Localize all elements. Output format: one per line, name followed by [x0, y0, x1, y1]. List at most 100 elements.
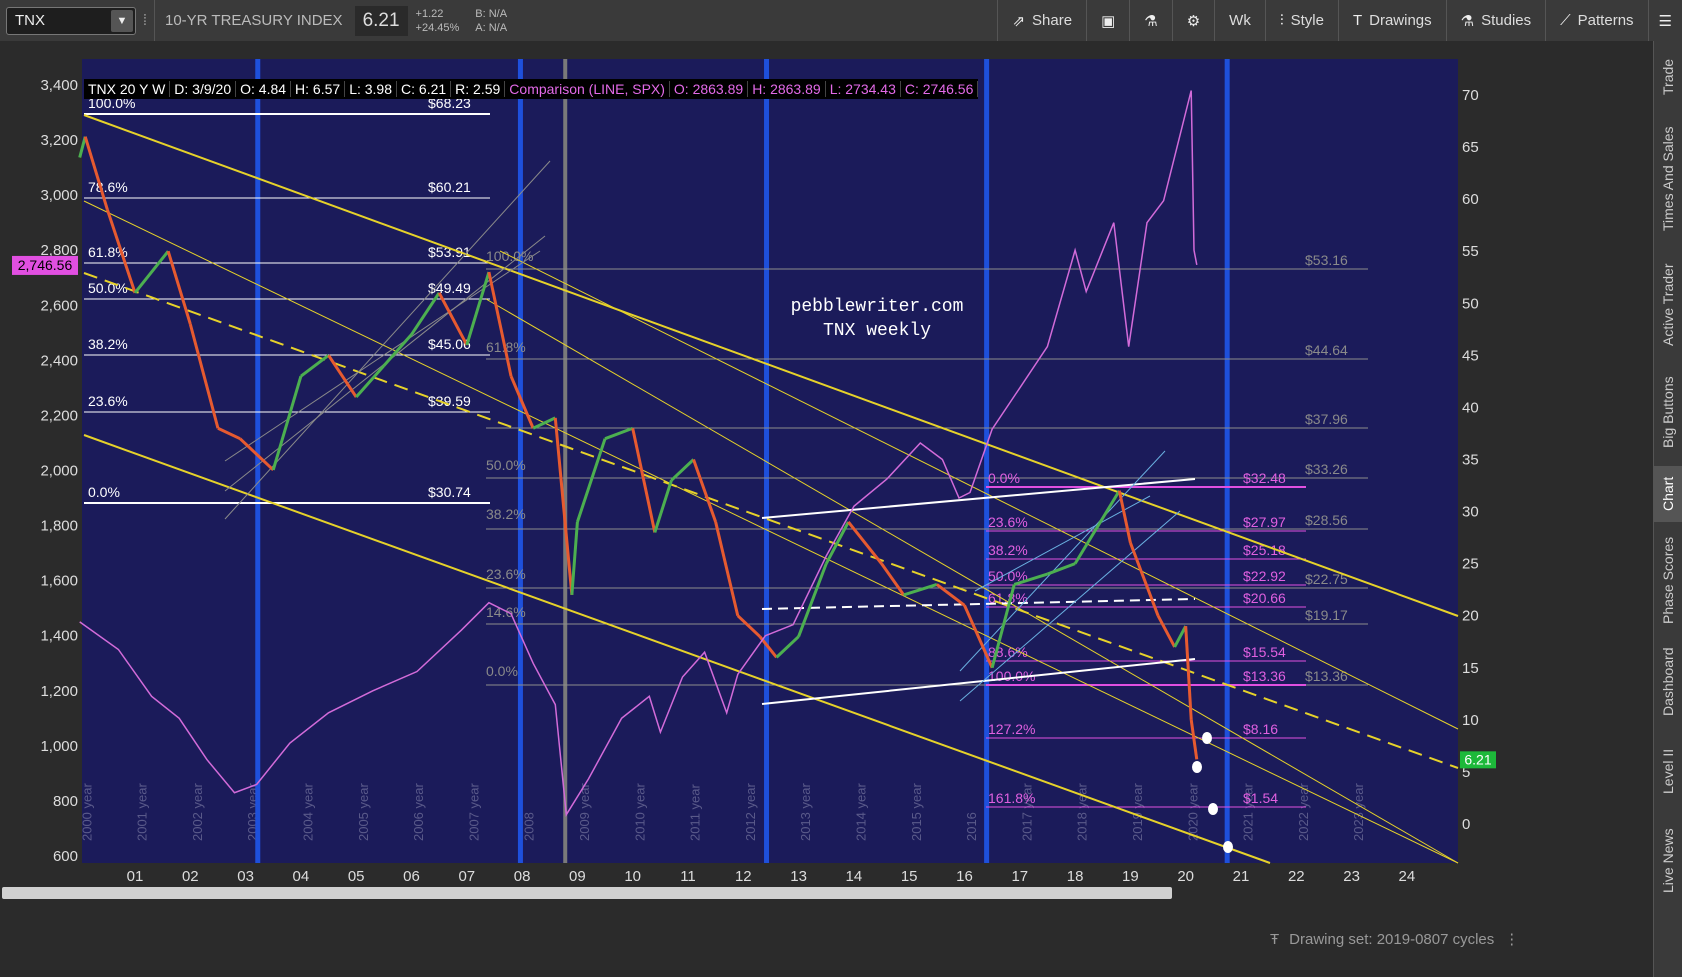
tnx-candle-segment [824, 521, 850, 565]
tnx-candle-segment [570, 521, 579, 595]
share-button[interactable]: ⇗ Share [997, 0, 1086, 41]
fib-value-right: $27.97 [1243, 514, 1286, 530]
tnx-candle-segment [188, 323, 220, 429]
settings-button[interactable]: ⚙ [1171, 0, 1214, 41]
up-channel-line [224, 250, 541, 462]
left-axis-tick: 1,800 [40, 518, 78, 535]
drawing-set-label[interactable]: Drawing set: 2019-0807 cycles [1289, 930, 1495, 948]
x-axis-tick: 17 [1011, 868, 1028, 885]
right-axis-tick: 20 [1462, 608, 1479, 625]
fib-value-grey: $19.17 [1305, 607, 1348, 623]
chart-canvas[interactable]: 2000 year 2001 year 2002 year 2003 year 2004… [0, 41, 1653, 977]
right-axis-tick: 70 [1462, 87, 1479, 104]
tnx-candle-segment [105, 209, 137, 294]
gear-icon: ⚙ [1186, 12, 1201, 30]
fib-pct-mid: 50.0% [486, 457, 526, 473]
fib-value-grey: $37.96 [1305, 411, 1348, 427]
gallery-button[interactable]: ▣ [1086, 0, 1129, 41]
current-tnx-tag-bg [1460, 751, 1496, 769]
x-axis-tick: 23 [1343, 868, 1360, 885]
x-axis-tick: 07 [458, 868, 475, 885]
right-axis-tick: 60 [1462, 191, 1479, 208]
white-channel-line [761, 478, 1196, 519]
right-axis-tick: 40 [1462, 399, 1479, 416]
drawings-button[interactable]: T Drawings [1337, 0, 1446, 41]
change-value: +1.22 [415, 7, 444, 20]
tnx-candle-segment [239, 437, 275, 472]
projection-dot [1202, 732, 1212, 744]
sidebar-tab-trade[interactable]: Trade [1660, 58, 1676, 96]
legend-low: L: 3.98 [345, 81, 398, 97]
legend-range: R: 2.59 [451, 81, 506, 97]
year-label: 2023 year [1351, 783, 1366, 841]
trend-line [83, 272, 1459, 769]
timeframe-button[interactable]: Wk [1214, 0, 1265, 41]
toolbar-divider [154, 0, 155, 41]
legend-high: H: 6.57 [291, 81, 346, 97]
blue-fan-line [974, 495, 1151, 592]
cycle-line [1224, 59, 1230, 863]
trend-line [83, 114, 1459, 617]
watermark-line-1: pebblewriter.com [791, 297, 964, 317]
x-axis-tick: 05 [348, 868, 365, 885]
text-tool-icon[interactable]: Ŧ [1270, 930, 1280, 948]
ask-value: A: N/A [475, 21, 508, 34]
tnx-candle-segment [575, 438, 607, 523]
right-sidebar: Trade Times And Sales Active Trader Big But… [1653, 41, 1682, 977]
settings-small-icon[interactable]: ⋮ [1504, 931, 1520, 948]
right-axis-tick: 30 [1462, 504, 1479, 521]
bid-value: B: N/A [475, 7, 508, 20]
sidebar-tab-chart[interactable]: Chart [1654, 466, 1682, 522]
year-label: 2012 year [743, 783, 758, 841]
sidebar-tab-phase-scores[interactable]: Phase Scores [1660, 536, 1676, 624]
left-axis-tick: 3,000 [40, 187, 78, 204]
patterns-button[interactable]: ⟋ Patterns [1545, 0, 1647, 41]
drag-handle-icon[interactable]: ⁞ [142, 12, 148, 29]
symbol-dropdown-icon[interactable]: ▼ [111, 9, 133, 32]
sidebar-tab-level-ii[interactable]: Level II [1660, 748, 1676, 794]
sidebar-tab-active-trader[interactable]: Active Trader [1660, 263, 1676, 347]
fib-value-right: $22.92 [1243, 568, 1286, 584]
fib-pct-mid: 14.6% [486, 604, 526, 620]
sidebar-tab-live-news[interactable]: Live News [1660, 828, 1676, 894]
sidebar-tab-big-buttons[interactable]: Big Buttons [1660, 376, 1676, 448]
symbol-input[interactable]: TNX ▼ [6, 6, 136, 35]
left-axis-tick: 600 [53, 848, 78, 865]
sidebar-tab-times-and-sales[interactable]: Times And Sales [1660, 126, 1676, 231]
year-label: 2015 year [909, 783, 924, 841]
year-label: 2009 year [577, 783, 592, 841]
current-spx-tag: 2,746.56 [18, 257, 73, 273]
legend-comparison: Comparison (LINE, SPX) [505, 81, 670, 97]
tnx-candle-segment [83, 136, 109, 210]
left-axis-tick: 2,800 [40, 242, 78, 259]
tnx-candle-segment [935, 583, 966, 607]
flask-button[interactable]: ⚗ [1129, 0, 1171, 41]
fib-value-right: $1.54 [1243, 790, 1278, 806]
fib-pct-right: 127.2% [988, 721, 1035, 737]
menu-button[interactable]: ☰ [1647, 0, 1682, 41]
tnx-candle-segment [1073, 489, 1121, 565]
blue-fan-line [959, 510, 1181, 702]
year-label: 2004 year [300, 783, 315, 841]
watermark-line-2: TNX weekly [823, 321, 931, 341]
cycle-line [255, 59, 261, 863]
x-axis-tick: 11 [680, 868, 696, 885]
studies-button[interactable]: ⚗ Studies [1445, 0, 1546, 41]
tnx-candle-segment [133, 250, 170, 294]
x-axis-tick: 24 [1399, 868, 1416, 885]
tnx-candle-segment [797, 563, 828, 638]
fib-pct-mid: 0.0% [486, 663, 518, 679]
sidebar-tab-dashboard[interactable]: Dashboard [1660, 647, 1676, 717]
bid-ask-block: B: N/A A: N/A [467, 7, 515, 35]
x-axis-tick: 16 [956, 868, 973, 885]
chart-area[interactable]: 2000 year 2001 year 2002 year 2003 year 2004… [0, 41, 1653, 977]
left-axis-tick: 3,400 [40, 77, 78, 94]
fib-value-grey: $53.16 [1305, 252, 1348, 268]
x-axis-tick: 14 [846, 868, 863, 885]
tnx-candle-segment [1156, 615, 1176, 648]
change-percent: +24.45% [415, 21, 460, 34]
legend-comp-high: H: 2863.89 [748, 81, 826, 97]
plot-background [82, 59, 1458, 863]
fib-pct-right: 50.0% [988, 568, 1028, 584]
style-button[interactable]: ⫶ Style [1264, 0, 1338, 41]
